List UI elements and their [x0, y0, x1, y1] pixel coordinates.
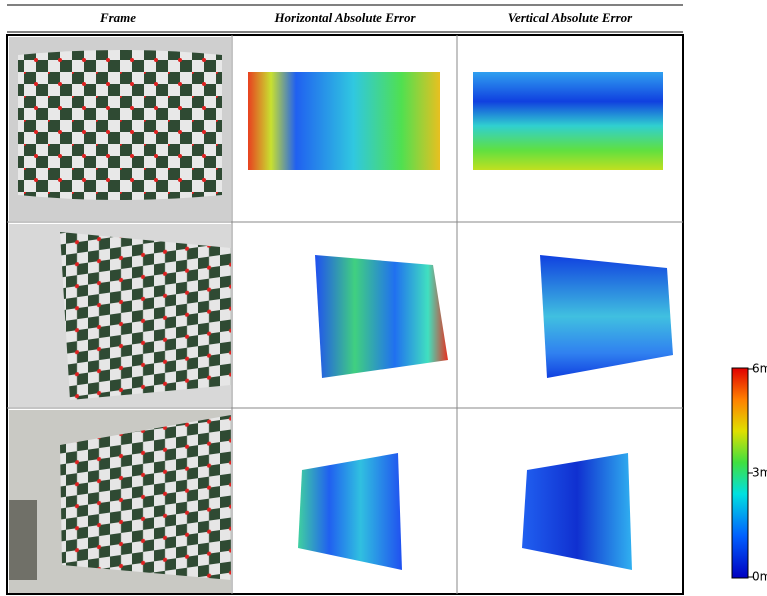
heatmap: [473, 72, 663, 170]
colorbar-label: 6mm: [752, 362, 767, 376]
heatmap: [540, 255, 673, 378]
column-header: Vertical Absolute Error: [508, 10, 633, 25]
colorbar-label: 3mm: [752, 466, 767, 480]
checkerboard: [18, 50, 222, 200]
column-header: Frame: [99, 10, 136, 25]
checkerboard: [60, 232, 231, 400]
heatmap: [298, 453, 402, 570]
colorbar-label: 0mm: [752, 570, 767, 584]
column-header: Horizontal Absolute Error: [273, 10, 416, 25]
heatmap: [522, 453, 632, 570]
heatmap: [248, 72, 440, 170]
checkerboard: [60, 415, 231, 580]
colorbar: [731, 367, 749, 579]
furniture: [9, 500, 37, 580]
heatmap: [315, 255, 448, 378]
table-border: [6, 34, 684, 595]
